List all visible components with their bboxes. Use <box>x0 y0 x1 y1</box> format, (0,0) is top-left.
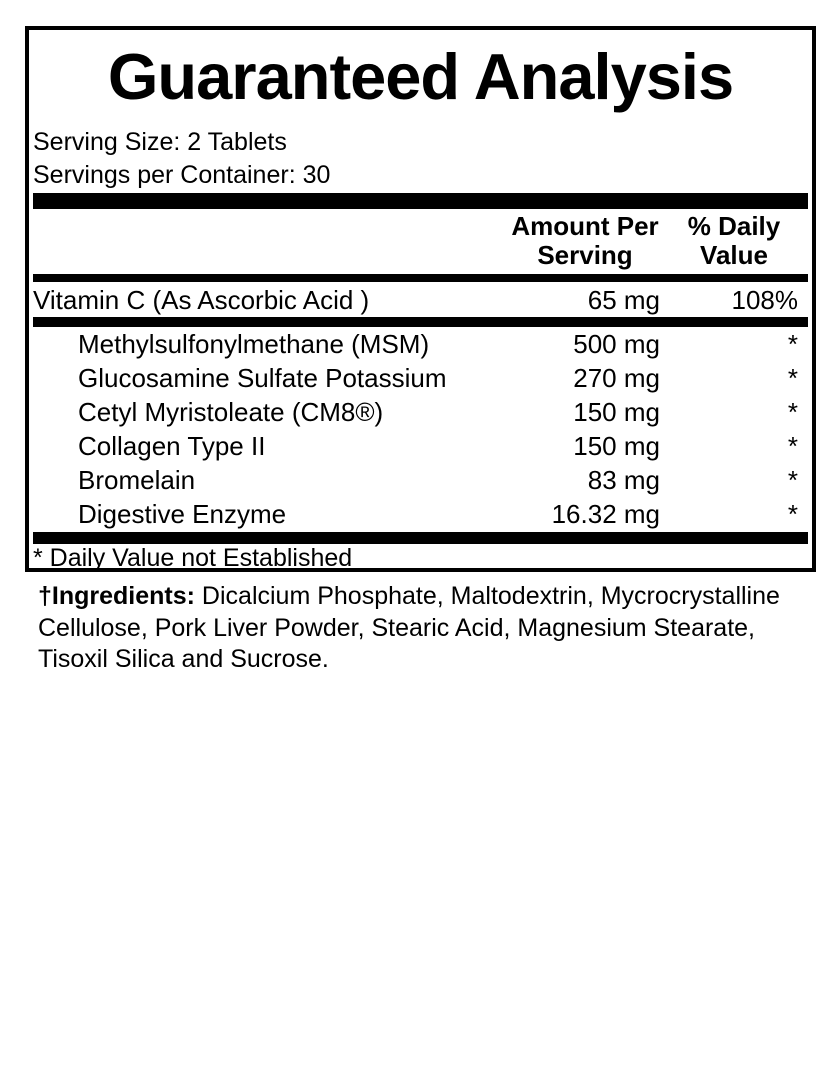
nutrient-name: Glucosamine Sulfate Potassium <box>78 363 447 393</box>
nutrient-row-vitamin-c: Vitamin C (As Ascorbic Acid ) 65 mg 108% <box>29 282 812 317</box>
daily-value-footnote: * Daily Value not Established <box>33 544 353 572</box>
nutrient-row-msm: Methylsulfonylmethane (MSM) 500 mg * <box>29 327 812 361</box>
nutrient-dv: * <box>787 465 798 495</box>
nutrient-amount: 65 mg <box>587 285 660 315</box>
column-header-dv-line2: Value <box>700 240 768 270</box>
nutrient-name: Collagen Type II <box>78 431 266 461</box>
nutrient-name: Vitamin C (As Ascorbic Acid ) <box>33 285 370 315</box>
nutrient-name: Methylsulfonylmethane (MSM) <box>78 329 430 359</box>
column-header-dv-line1: % Daily <box>687 211 781 241</box>
column-header-daily-value: % Daily Value <box>660 212 808 270</box>
medium-rule-below-headers <box>33 274 808 282</box>
nutrient-row-cetyl-myristoleate: Cetyl Myristoleate (CM8®) 150 mg * <box>29 395 812 429</box>
serving-info: Serving Size: 2 Tablets Servings per Con… <box>29 126 812 192</box>
ingredients-paragraph: †Ingredients: Dicalcium Phosphate, Malto… <box>38 581 796 676</box>
nutrient-row-collagen: Collagen Type II 150 mg * <box>29 429 812 463</box>
column-header-amount-line1: Amount Per <box>511 211 659 241</box>
serving-size-line: Serving Size: 2 Tablets <box>33 128 287 156</box>
nutrient-row-glucosamine: Glucosamine Sulfate Potassium 270 mg * <box>29 361 812 395</box>
nutrient-row-digestive-enzyme: Digestive Enzyme 16.32 mg * <box>29 497 812 531</box>
column-header-amount-per-serving: Amount Per Serving <box>510 212 660 270</box>
nutrient-amount: 16.32 mg <box>551 499 660 529</box>
nutrient-amount: 270 mg <box>573 363 660 393</box>
nutrient-dv: * <box>787 397 798 427</box>
guaranteed-analysis-panel: Guaranteed Analysis Serving Size: 2 Tabl… <box>25 26 816 572</box>
thick-rule-top <box>33 193 808 209</box>
ingredients-text: Dicalcium Phosphate, Maltodextrin, Mycro… <box>38 582 780 673</box>
servings-per-container-line: Servings per Container: 30 <box>33 161 331 189</box>
nutrient-amount: 500 mg <box>573 329 660 359</box>
nutrient-amount: 83 mg <box>587 465 660 495</box>
nutrient-amount: 150 mg <box>573 397 660 427</box>
nutrient-dv: * <box>787 329 798 359</box>
nutrient-dv: 108% <box>731 285 799 315</box>
nutrient-dv: * <box>787 363 798 393</box>
panel-title: Guaranteed Analysis <box>107 40 734 113</box>
ingredients-label: †Ingredients: <box>38 582 195 610</box>
nutrient-amount: 150 mg <box>573 431 660 461</box>
nutrient-row-bromelain: Bromelain 83 mg * <box>29 463 812 497</box>
medium-rule-below-vitamin-c <box>33 317 808 327</box>
thick-rule-bottom <box>33 532 808 544</box>
nutrient-rows: Methylsulfonylmethane (MSM) 500 mg * Glu… <box>29 327 812 531</box>
column-header-spacer <box>33 212 510 270</box>
column-headers-row: Amount Per Serving % Daily Value <box>29 209 812 274</box>
nutrient-name: Cetyl Myristoleate (CM8®) <box>78 397 384 427</box>
nutrient-dv: * <box>787 499 798 529</box>
column-header-amount-line2: Serving <box>537 240 633 270</box>
nutrient-dv: * <box>787 431 798 461</box>
nutrient-name: Digestive Enzyme <box>78 499 287 529</box>
nutrient-name: Bromelain <box>78 465 196 495</box>
